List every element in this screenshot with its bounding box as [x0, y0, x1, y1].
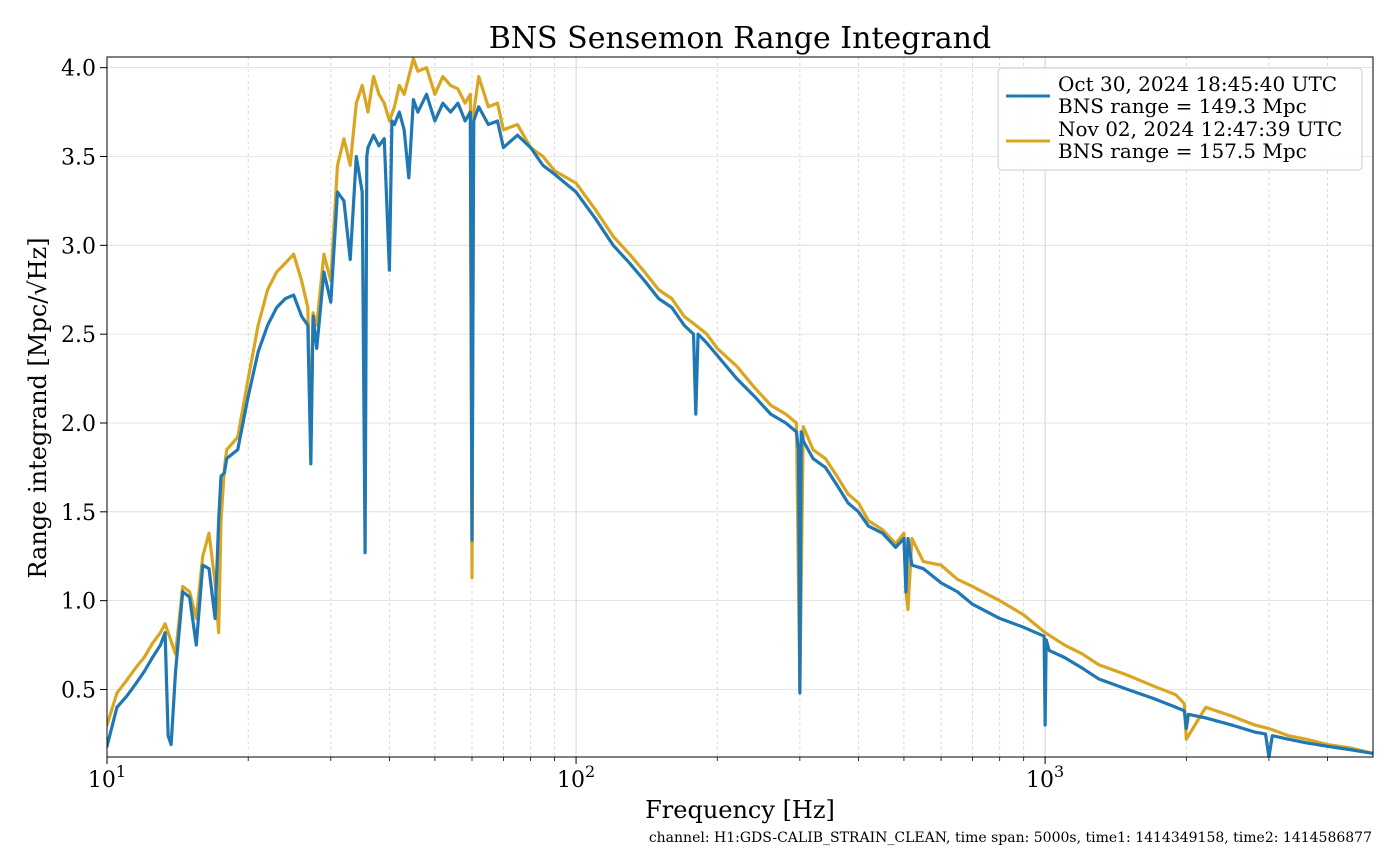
legend-label-nov-02: Nov 02, 2024 12:47:39 UTC: [1058, 117, 1342, 141]
series-line-1: [107, 57, 1373, 756]
y-tick-label: 3.5: [61, 145, 96, 170]
x-axis-label: Frequency [Hz]: [645, 796, 835, 824]
x-tick-label: 102: [557, 762, 595, 793]
y-tick-label: 1.5: [61, 501, 96, 526]
legend-label-oct-30: Oct 30, 2024 18:45:40 UTC: [1058, 72, 1337, 96]
y-tick-label: 3.0: [61, 234, 96, 259]
x-tick-label: 103: [1026, 762, 1064, 793]
y-tick-label: 0.5: [61, 678, 96, 703]
legend: Oct 30, 2024 18:45:40 UTC BNS range = 14…: [997, 67, 1363, 171]
y-tick-label: 1.0: [61, 590, 96, 615]
y-axis-ticks: 0.5 1.0 1.5 2.0 2.5 3.0 3.5 4.0: [61, 57, 107, 703]
footer-caption: channel: H1:GDS-CALIB_STRAIN_CLEAN, time…: [649, 830, 1372, 846]
legend-range-nov-02: BNS range = 157.5 Mpc: [1058, 139, 1307, 163]
y-axis-label: Range integrand [Mpc/√Hz]: [24, 237, 52, 578]
x-axis-ticks: 101 102 103: [88, 757, 1328, 793]
y-tick-label: 2.5: [61, 323, 96, 348]
chart-title: BNS Sensemon Range Integrand: [489, 21, 991, 56]
y-tick-label: 2.0: [61, 412, 96, 437]
plot-frame: [106, 56, 1374, 758]
legend-box: [997, 67, 1363, 171]
y-tick-label: 4.0: [61, 57, 96, 82]
legend-range-oct-30: BNS range = 149.3 Mpc: [1058, 94, 1307, 118]
plot-area: [107, 57, 1373, 757]
x-tick-label: 101: [88, 762, 126, 793]
series-layer: [107, 57, 1373, 757]
series-line-0: [107, 92, 1373, 757]
